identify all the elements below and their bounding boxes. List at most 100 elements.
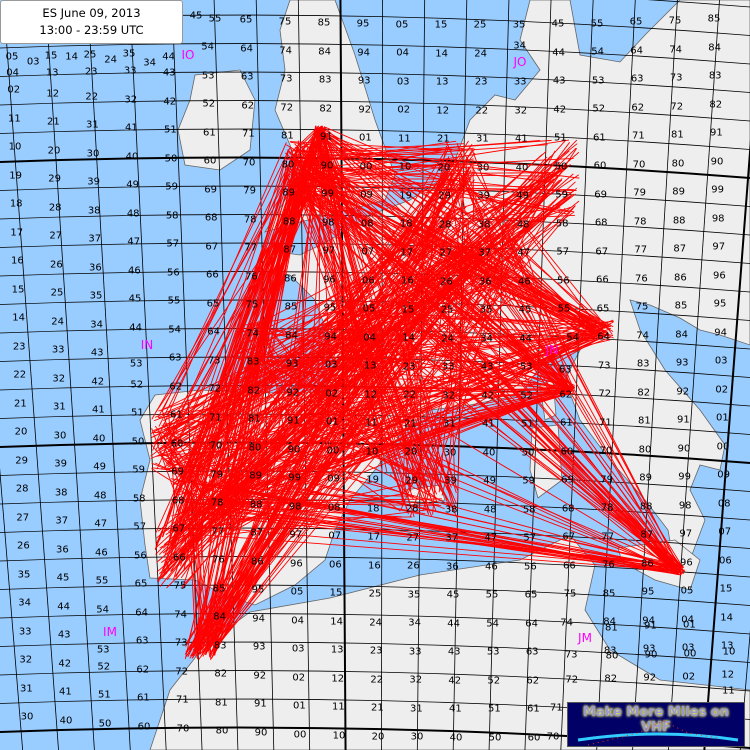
grid-square-label: 78 <box>243 214 257 226</box>
qso-path <box>294 173 560 177</box>
field-label-jm: JM <box>578 631 592 645</box>
qso-path <box>317 128 402 340</box>
qso-path <box>192 420 385 651</box>
grid-square-label: 58 <box>132 493 146 504</box>
grid-square-label: 51 <box>98 689 111 701</box>
qso-path <box>352 437 439 500</box>
grid-square-label: 17 <box>10 227 24 239</box>
grid-square-label: 92 <box>643 672 657 684</box>
grid-square-label: 20 <box>371 731 385 743</box>
grid-square-label: 80 <box>671 158 685 169</box>
grid-square-label: 95 <box>323 302 337 314</box>
grid-square-label: 83 <box>708 70 722 82</box>
grid-square-label: 15 <box>434 19 448 31</box>
grid-square-label: 82 <box>319 103 333 115</box>
grid-square-label: 49 <box>483 475 496 487</box>
grid-square-label: 20 <box>47 145 61 157</box>
grid-square-label: 86 <box>251 556 264 568</box>
grid-square-label: 56 <box>524 561 537 572</box>
grid-square-label: 69 <box>204 184 217 196</box>
grid-square-label: 75 <box>668 15 682 27</box>
qso-path <box>262 321 380 454</box>
qso-path <box>383 333 608 462</box>
grid-square-label: 79 <box>633 187 646 199</box>
grid-square-label: 25 <box>440 304 454 316</box>
field-label-in: IN <box>140 338 154 352</box>
grid-square-label: 94 <box>714 327 727 339</box>
grid-line-latitude <box>0 128 750 150</box>
grid-square-label: 44 <box>57 601 70 613</box>
grid-line-latitude <box>0 470 750 492</box>
qso-path <box>273 323 606 429</box>
grid-square-label: 91 <box>287 415 300 427</box>
grid-square-label: 96 <box>290 558 303 569</box>
grid-square-label: 83 <box>318 74 332 86</box>
grid-square-label: 84 <box>675 329 688 340</box>
qso-path <box>162 505 174 538</box>
grid-square-label: 24 <box>51 316 64 328</box>
grid-square-label: 48 <box>483 504 497 516</box>
qso-path <box>172 490 213 657</box>
qso-path <box>368 385 685 574</box>
grid-square-label: 20 <box>14 426 28 438</box>
grid-square-label: 42 <box>91 376 105 388</box>
qso-path <box>342 172 562 398</box>
grid-square-label: 03 <box>714 355 728 367</box>
grid-square-label: 71 <box>209 412 222 424</box>
qso-path <box>195 487 202 643</box>
grid-square-label: 52 <box>130 379 144 390</box>
grid-square-label: 39 <box>54 458 67 470</box>
grid-square-label: 79 <box>210 469 223 481</box>
grid-line-latitude <box>0 299 750 321</box>
grid-square-label: 03 <box>26 56 40 68</box>
grid-square-label: 93 <box>252 641 266 653</box>
qso-path <box>176 381 287 569</box>
grid-square-label: 10 <box>332 730 346 742</box>
grid-square-label: 24 <box>369 617 382 629</box>
grid-square-label: 30 <box>410 731 424 743</box>
grid-square-label: 07 <box>718 526 732 538</box>
grid-square-label: 81 <box>248 413 261 425</box>
qso-path <box>350 151 547 322</box>
qso-path <box>192 320 259 516</box>
grid-square-label: 02 <box>397 104 411 116</box>
grid-square-label: 62 <box>631 102 645 114</box>
grid-square-label: 93 <box>285 358 299 370</box>
grid-square-label: 92 <box>676 386 690 397</box>
qso-path <box>172 151 301 547</box>
qso-path <box>324 133 455 221</box>
qso-path <box>403 304 602 338</box>
grid-square-label: 88 <box>672 215 686 226</box>
grid-square-label: 43 <box>57 629 71 641</box>
grid-square-label: 64 <box>135 607 148 618</box>
grid-square-label: 85 <box>212 583 226 595</box>
grid-square-label: 45 <box>128 293 142 305</box>
grid-square-label: 25 <box>50 287 64 299</box>
qso-path <box>366 358 573 389</box>
grid-square-label: 97 <box>289 529 303 541</box>
grid-square-label: 16 <box>401 275 414 287</box>
qso-path <box>403 219 436 493</box>
grid-square-label: 14 <box>402 332 415 344</box>
grid-square-label: 23 <box>369 645 383 657</box>
qso-path <box>172 324 598 486</box>
grid-square-label: 87 <box>673 243 687 255</box>
qso-path <box>226 331 596 503</box>
grid-square-label: 48 <box>93 490 107 502</box>
logo-horizon-graphic <box>577 720 739 746</box>
grid-line-latitude <box>0 584 750 606</box>
grid-square-label: 06 <box>329 559 342 571</box>
qso-path <box>191 503 402 518</box>
grid-square-label: 04 <box>6 67 19 79</box>
grid-square-label: 76 <box>212 554 225 566</box>
grid-square-label: 99 <box>288 472 301 484</box>
grid-square-label: 60 <box>170 438 184 450</box>
qso-path <box>297 130 316 397</box>
grid-square-label: 63 <box>240 71 254 83</box>
qso-path <box>379 147 578 451</box>
qso-path <box>411 260 491 487</box>
grid-square-label: 83 <box>213 640 227 652</box>
grid-square-label: 61 <box>170 409 183 421</box>
grid-square-label: 23 <box>84 66 98 78</box>
